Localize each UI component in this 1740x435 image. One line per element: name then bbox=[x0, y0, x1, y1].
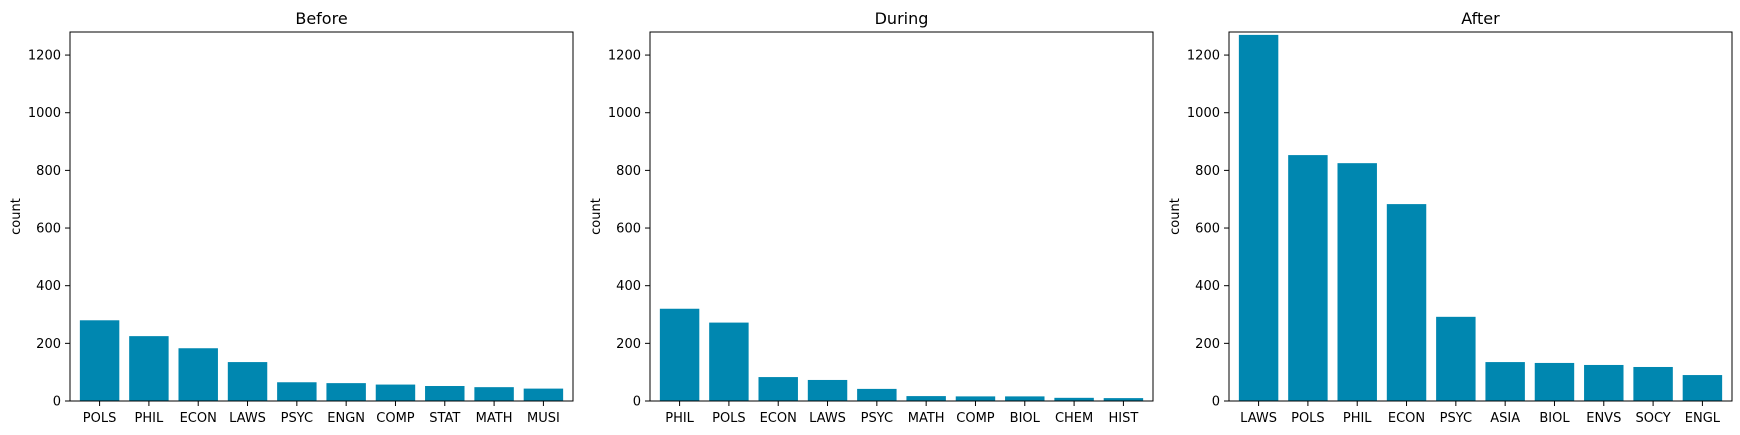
y-tick-label: 1000 bbox=[28, 106, 61, 121]
chart-title: After bbox=[1461, 9, 1500, 28]
bar-socy bbox=[1633, 366, 1673, 401]
y-tick-label: 600 bbox=[616, 222, 641, 237]
x-tick-label: BIOL bbox=[1539, 411, 1570, 426]
x-tick-label: COMP bbox=[376, 411, 415, 426]
y-tick-label: 1200 bbox=[608, 49, 641, 64]
bar-phil bbox=[1337, 163, 1377, 401]
bar-econ bbox=[178, 348, 218, 401]
y-tick-label: 400 bbox=[616, 279, 641, 294]
bar-biol bbox=[1534, 362, 1575, 401]
y-tick-label: 200 bbox=[616, 337, 641, 352]
chart-panel-during: During count 0 200 400 600 800 1000 1200 PHIL POLS… bbox=[589, 9, 1154, 426]
x-tick-label: PHIL bbox=[1343, 411, 1372, 426]
bar-econ bbox=[1386, 204, 1427, 401]
x-tick-label: LAWS bbox=[809, 411, 846, 426]
x-tick-label: LAWS bbox=[229, 411, 266, 426]
y-tick-label: 200 bbox=[1195, 337, 1220, 352]
y-tick-label: 800 bbox=[1195, 164, 1220, 179]
bar-psyc bbox=[1436, 316, 1476, 401]
bar-hist bbox=[1103, 398, 1144, 401]
x-tick-label: PHIL bbox=[135, 411, 164, 426]
x-tick-label: ECON bbox=[1388, 411, 1425, 426]
bar-chem bbox=[1054, 397, 1094, 401]
x-tick-label: PHIL bbox=[665, 411, 694, 426]
bar-pols bbox=[709, 322, 749, 401]
chart-panel-after: After count 0 200 400 600 800 1000 1200 LAWS POLS P… bbox=[1168, 9, 1733, 426]
bar-laws bbox=[1238, 34, 1279, 401]
x-tick-label: POLS bbox=[83, 411, 117, 426]
chart-panel-before: Before count 0 200 400 600 800 1000 1200 POLS PHIL… bbox=[9, 9, 574, 426]
x-tick-label: PSYC bbox=[1440, 411, 1472, 426]
bar-math bbox=[906, 396, 946, 401]
x-tick-label: POLS bbox=[712, 411, 746, 426]
x-tick-label: COMP bbox=[956, 411, 995, 426]
y-axis-label: count bbox=[1168, 198, 1183, 235]
y-axis-label: count bbox=[589, 198, 604, 235]
x-tick-label: HIST bbox=[1109, 411, 1139, 426]
x-tick-label: MATH bbox=[476, 411, 513, 426]
bar-comp bbox=[955, 396, 996, 401]
plot-frame bbox=[649, 31, 1154, 402]
y-tick-label: 800 bbox=[36, 164, 61, 179]
x-tick-label: LAWS bbox=[1240, 411, 1277, 426]
bar-pols bbox=[79, 320, 120, 401]
bar-psyc bbox=[857, 388, 897, 401]
y-tick-label: 1000 bbox=[608, 106, 641, 121]
x-tick-label: ECON bbox=[180, 411, 217, 426]
x-tick-label: CHEM bbox=[1055, 411, 1093, 426]
x-tick-label: ENGN bbox=[327, 411, 365, 426]
x-tick-label: MUSI bbox=[527, 411, 560, 426]
bar-envs bbox=[1584, 364, 1624, 401]
x-tick-label: STAT bbox=[429, 411, 460, 426]
y-tick-label: 800 bbox=[616, 164, 641, 179]
bar-engl bbox=[1682, 375, 1723, 401]
bar-laws bbox=[227, 362, 268, 401]
plot-frame bbox=[1228, 31, 1733, 402]
x-tick-label: POLS bbox=[1291, 411, 1325, 426]
y-tick-label: 0 bbox=[53, 395, 61, 410]
bar-math bbox=[474, 387, 514, 401]
bar-psyc bbox=[277, 382, 317, 401]
y-tick-label: 600 bbox=[1195, 222, 1220, 237]
x-tick-label: MATH bbox=[908, 411, 945, 426]
y-tick-label: 600 bbox=[36, 222, 61, 237]
x-tick-label: ENVS bbox=[1586, 411, 1621, 426]
bar-laws bbox=[807, 379, 848, 401]
y-tick-label: 0 bbox=[633, 395, 641, 410]
bar-phil bbox=[659, 308, 700, 401]
y-tick-label: 1200 bbox=[1187, 49, 1220, 64]
bar-engn bbox=[326, 383, 366, 401]
bar-asia bbox=[1485, 362, 1525, 401]
y-tick-label: 400 bbox=[1195, 279, 1220, 294]
y-axis-label: count bbox=[9, 198, 24, 235]
chart-title: Before bbox=[295, 9, 347, 28]
x-tick-label: SOCY bbox=[1635, 411, 1670, 426]
plot-frame bbox=[69, 31, 574, 402]
x-tick-label: ENGL bbox=[1685, 411, 1721, 426]
y-tick-label: 1000 bbox=[1187, 106, 1220, 121]
y-tick-label: 0 bbox=[1212, 395, 1220, 410]
y-tick-label: 400 bbox=[36, 279, 61, 294]
bar-comp bbox=[375, 384, 416, 401]
bar-biol bbox=[1005, 396, 1045, 401]
x-tick-label: ECON bbox=[760, 411, 797, 426]
bar-phil bbox=[129, 336, 169, 401]
x-tick-label: ASIA bbox=[1490, 411, 1520, 426]
y-tick-label: 200 bbox=[36, 337, 61, 352]
chart-title: During bbox=[875, 9, 929, 28]
bar-econ bbox=[758, 377, 798, 401]
bar-stat bbox=[425, 386, 465, 401]
bar-pols bbox=[1288, 155, 1328, 401]
bar-musi bbox=[523, 388, 564, 401]
x-tick-label: PSYC bbox=[281, 411, 313, 426]
x-tick-label: BIOL bbox=[1010, 411, 1041, 426]
x-tick-label: PSYC bbox=[861, 411, 893, 426]
y-tick-label: 1200 bbox=[28, 49, 61, 64]
